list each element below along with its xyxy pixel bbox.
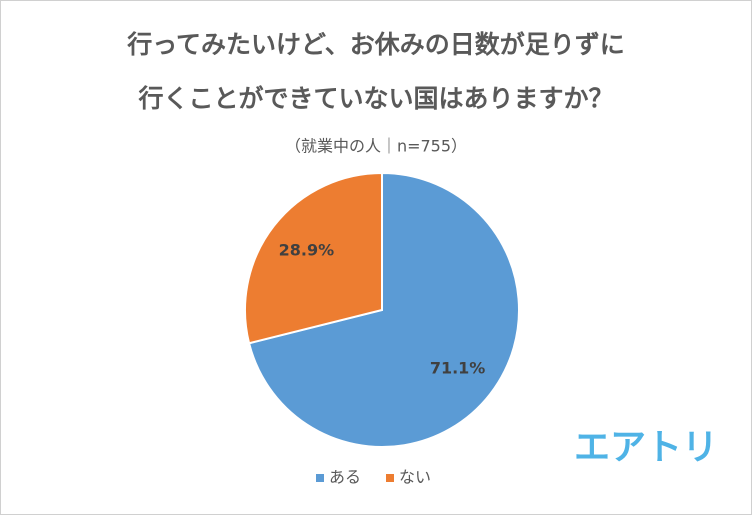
logo: エアトリ [574,427,718,468]
chart-subtitle: （就業中の人｜n=755） [285,137,467,156]
legend-swatch [316,474,324,482]
pie-slice [247,171,520,448]
chart-title: 行くことができていない国はありますか？ [137,84,613,113]
pie-slice [244,171,383,345]
data-label: 28.9% [279,240,335,259]
legend-swatch [386,474,394,482]
chart-title: 行ってみたいけど、お休みの日数が足りずに [126,30,625,59]
data-label: 71.1% [430,359,486,378]
legend-label: ある [329,468,361,487]
legend-label: ない [399,468,431,487]
